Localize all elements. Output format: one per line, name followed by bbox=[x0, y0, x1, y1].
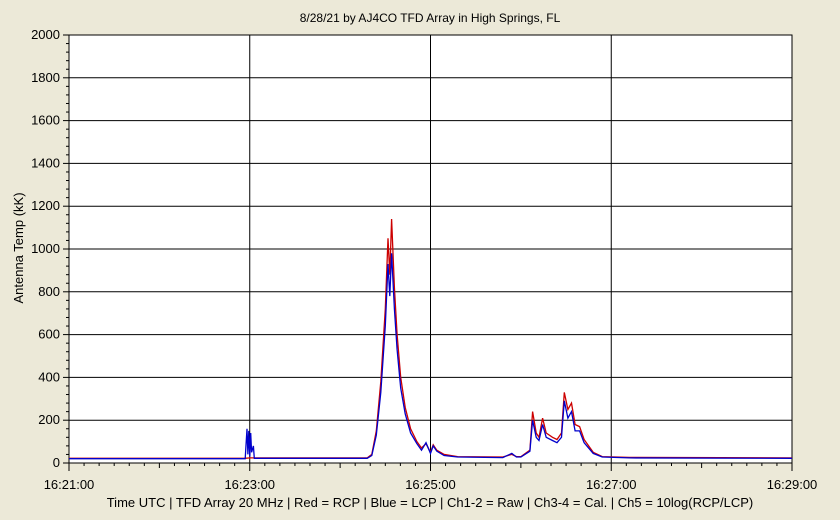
y-tick-label: 1800 bbox=[31, 70, 60, 85]
y-tick-label: 2000 bbox=[31, 27, 60, 42]
series-layer bbox=[69, 218, 793, 460]
y-tick-label: 800 bbox=[38, 284, 60, 299]
y-tick-label: 1200 bbox=[31, 198, 60, 213]
x-tick-label: 16:29:00 bbox=[767, 477, 818, 492]
y-tick-label: 600 bbox=[38, 327, 60, 342]
x-tick-label: 16:25:00 bbox=[405, 477, 456, 492]
y-tick-label: 1600 bbox=[31, 113, 60, 128]
x-tick-label: 16:21:00 bbox=[44, 477, 95, 492]
footer-caption: Time UTC | TFD Array 20 MHz | Red = RCP … bbox=[107, 495, 754, 510]
y-tick-label: 0 bbox=[53, 455, 60, 470]
axis-ticks: 0 200 400 600 800 1000 1200 1400 1600 1800 2000 16:… bbox=[31, 27, 817, 492]
x-tick-label: 16:23:00 bbox=[224, 477, 275, 492]
x-tick-label: 16:27:00 bbox=[586, 477, 637, 492]
y-tick-label: 1000 bbox=[31, 241, 60, 256]
series-line-lcp bbox=[69, 253, 793, 460]
y-tick-label: 400 bbox=[38, 369, 60, 384]
y-axis-label: Antenna Temp (kK) bbox=[11, 192, 26, 303]
chart-title: 8/28/21 by AJ4CO TFD Array in High Sprin… bbox=[300, 11, 561, 25]
grid bbox=[69, 35, 792, 463]
y-tick-label: 200 bbox=[38, 412, 60, 427]
y-tick-label: 1400 bbox=[31, 155, 60, 170]
